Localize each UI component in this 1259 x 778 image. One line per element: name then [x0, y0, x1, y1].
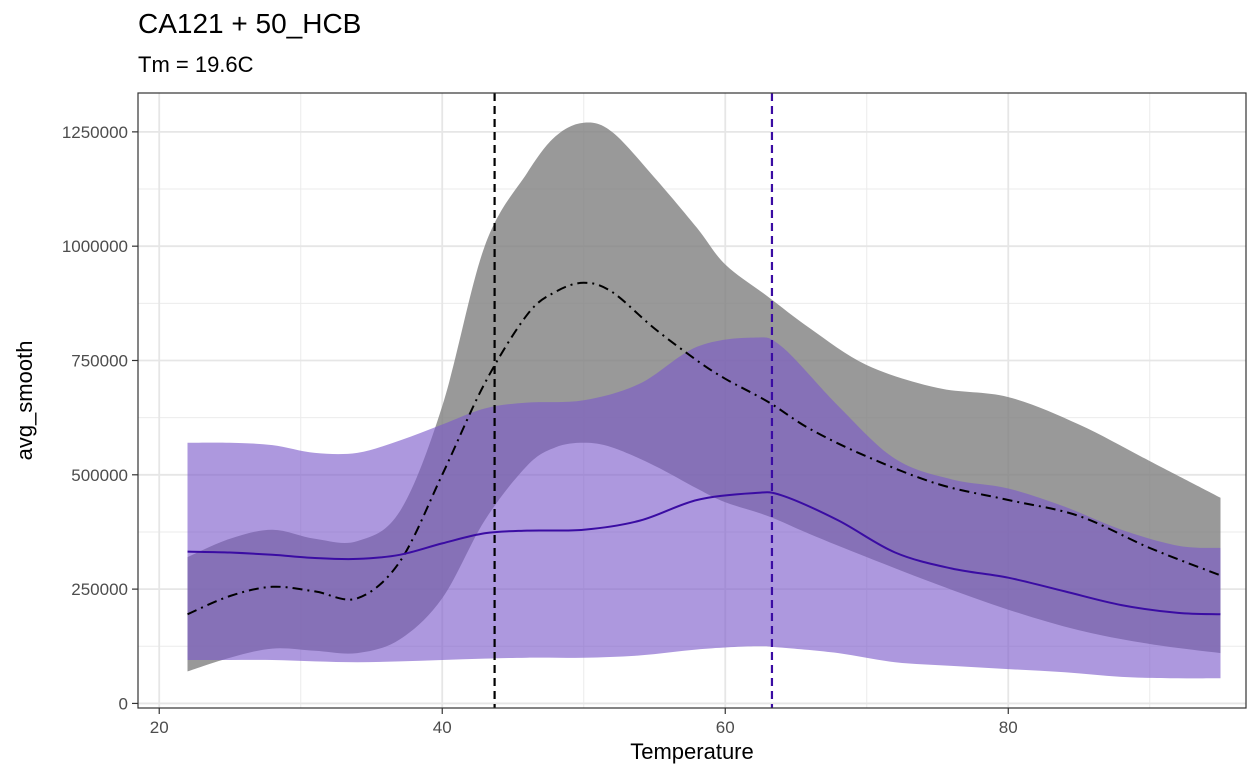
y-tick-label: 0 [119, 694, 128, 713]
line-series-2 [187, 491, 1221, 616]
x-tick-label: 40 [433, 718, 452, 737]
y-tick-label: 500000 [71, 466, 128, 485]
y-tick-label: 1000000 [62, 237, 128, 256]
x-tick-label: 20 [150, 718, 169, 737]
x-axis: 20 40 60 80 [150, 708, 1018, 737]
plot-border [137, 92, 1247, 709]
series-lines [187, 281, 1221, 616]
y-axis-title: avg_smooth [12, 341, 37, 461]
x-tick-label: 80 [999, 718, 1018, 737]
y-tick-label: 250000 [71, 580, 128, 599]
y-tick-label: 750000 [71, 351, 128, 370]
reference-lines [493, 93, 774, 708]
y-tick-label: 1250000 [62, 123, 128, 142]
chart-title: CA121 + 50_HCB [138, 8, 362, 39]
band-series-2 [187, 337, 1221, 679]
x-axis-title: Temperature [630, 739, 754, 764]
confidence-bands [187, 122, 1221, 679]
y-axis: 0 250000 500000 750000 1000000 1250000 [62, 123, 138, 713]
chart-subtitle: Tm = 19.6C [138, 52, 254, 77]
x-tick-label: 60 [716, 718, 735, 737]
